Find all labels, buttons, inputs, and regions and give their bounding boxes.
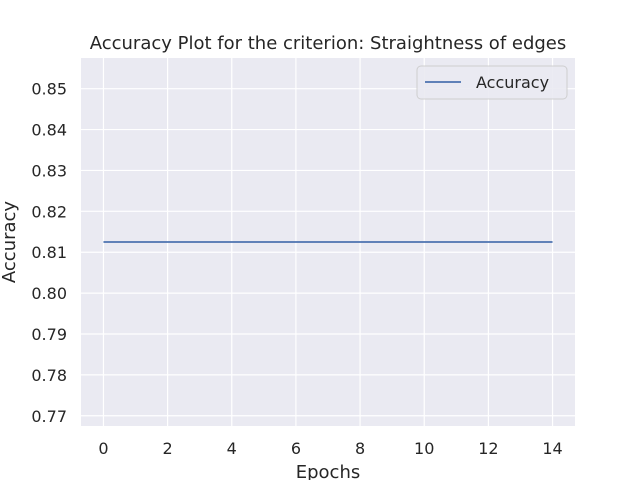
chart-title: Accuracy Plot for the criterion: Straigh…: [90, 33, 567, 54]
x-tick-label: 6: [291, 439, 301, 458]
x-tick-label: 8: [355, 439, 365, 458]
x-tick-label: 2: [163, 439, 173, 458]
legend: Accuracy: [416, 65, 568, 100]
x-tick-label: 0: [98, 439, 108, 458]
x-axis-ticks: 0 2 4 6 8 10 12 14: [98, 439, 562, 458]
x-tick-label: 10: [414, 439, 434, 458]
y-tick-label: 0.81: [31, 243, 67, 262]
x-tick-label: 12: [478, 439, 498, 458]
y-tick-label: 0.85: [31, 80, 67, 99]
y-tick-label: 0.78: [31, 366, 67, 385]
y-tick-label: 0.83: [31, 161, 67, 180]
legend-label: Accuracy: [476, 73, 549, 92]
x-axis-label: Epochs: [296, 462, 361, 480]
y-tick-label: 0.82: [31, 202, 67, 221]
grid: [81, 58, 575, 426]
y-axis-ticks: 0.77 0.78 0.79 0.80 0.81 0.82 0.83 0.84 0.85: [31, 80, 67, 426]
y-tick-label: 0.84: [31, 121, 67, 140]
y-tick-label: 0.79: [31, 325, 67, 344]
x-tick-label: 14: [542, 439, 562, 458]
x-tick-label: 4: [227, 439, 237, 458]
y-axis-label: Accuracy: [0, 201, 20, 284]
y-tick-label: 0.77: [31, 407, 67, 426]
legend-box: [416, 65, 568, 100]
y-tick-label: 0.80: [31, 284, 67, 303]
